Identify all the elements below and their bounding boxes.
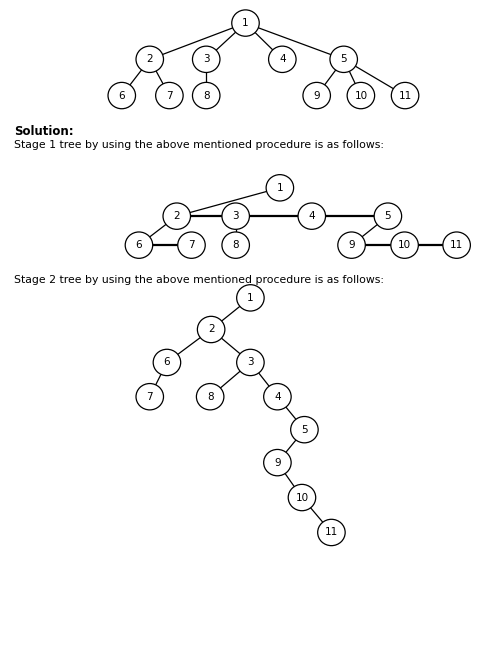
Text: 4: 4 — [279, 54, 286, 65]
Text: 8: 8 — [207, 391, 214, 402]
Text: 3: 3 — [203, 54, 210, 65]
Text: 7: 7 — [146, 391, 153, 402]
Text: 1: 1 — [247, 293, 254, 303]
Text: 5: 5 — [301, 424, 308, 435]
Text: 2: 2 — [146, 54, 153, 65]
Ellipse shape — [192, 46, 220, 72]
Ellipse shape — [391, 232, 418, 258]
Text: 7: 7 — [188, 240, 195, 250]
Ellipse shape — [303, 82, 330, 109]
Text: 6: 6 — [164, 357, 170, 368]
Ellipse shape — [374, 203, 402, 229]
Ellipse shape — [269, 46, 296, 72]
Ellipse shape — [318, 519, 345, 546]
Ellipse shape — [192, 82, 220, 109]
Ellipse shape — [298, 203, 326, 229]
Text: 10: 10 — [296, 492, 308, 503]
Ellipse shape — [288, 484, 316, 511]
Ellipse shape — [222, 232, 249, 258]
Ellipse shape — [163, 203, 191, 229]
Ellipse shape — [136, 384, 164, 410]
Text: 2: 2 — [173, 211, 180, 221]
Text: Stage 1 tree by using the above mentioned procedure is as follows:: Stage 1 tree by using the above mentione… — [14, 140, 384, 150]
Text: 1: 1 — [242, 18, 249, 28]
Text: 5: 5 — [340, 54, 347, 65]
Text: 2: 2 — [208, 324, 215, 335]
Text: 5: 5 — [384, 211, 391, 221]
Text: 10: 10 — [398, 240, 411, 250]
Ellipse shape — [266, 175, 294, 201]
Ellipse shape — [222, 203, 249, 229]
Text: 4: 4 — [274, 391, 281, 402]
Text: 11: 11 — [450, 240, 463, 250]
Text: 4: 4 — [308, 211, 315, 221]
Ellipse shape — [125, 232, 153, 258]
Text: 6: 6 — [118, 90, 125, 101]
Text: 3: 3 — [247, 357, 254, 368]
Ellipse shape — [178, 232, 205, 258]
Text: 1: 1 — [276, 183, 283, 193]
Ellipse shape — [232, 10, 259, 36]
Text: 3: 3 — [232, 211, 239, 221]
Ellipse shape — [391, 82, 419, 109]
Text: 8: 8 — [203, 90, 210, 101]
Text: 11: 11 — [399, 90, 411, 101]
Text: 9: 9 — [274, 457, 281, 468]
Ellipse shape — [443, 232, 470, 258]
Ellipse shape — [237, 349, 264, 376]
Text: Stage 2 tree by using the above mentioned procedure is as follows:: Stage 2 tree by using the above mentione… — [14, 275, 384, 285]
Text: 9: 9 — [348, 240, 355, 250]
Ellipse shape — [264, 449, 291, 476]
Ellipse shape — [156, 82, 183, 109]
Ellipse shape — [237, 285, 264, 311]
Text: 8: 8 — [232, 240, 239, 250]
Ellipse shape — [108, 82, 136, 109]
Ellipse shape — [330, 46, 357, 72]
Text: 7: 7 — [166, 90, 173, 101]
Ellipse shape — [136, 46, 164, 72]
Ellipse shape — [197, 316, 225, 343]
Text: Solution:: Solution: — [14, 125, 73, 138]
Ellipse shape — [264, 384, 291, 410]
Ellipse shape — [153, 349, 181, 376]
Ellipse shape — [347, 82, 375, 109]
Ellipse shape — [196, 384, 224, 410]
Ellipse shape — [291, 416, 318, 443]
Text: 10: 10 — [355, 90, 367, 101]
Text: 11: 11 — [325, 527, 338, 538]
Text: 9: 9 — [313, 90, 320, 101]
Ellipse shape — [338, 232, 365, 258]
Text: 6: 6 — [136, 240, 142, 250]
